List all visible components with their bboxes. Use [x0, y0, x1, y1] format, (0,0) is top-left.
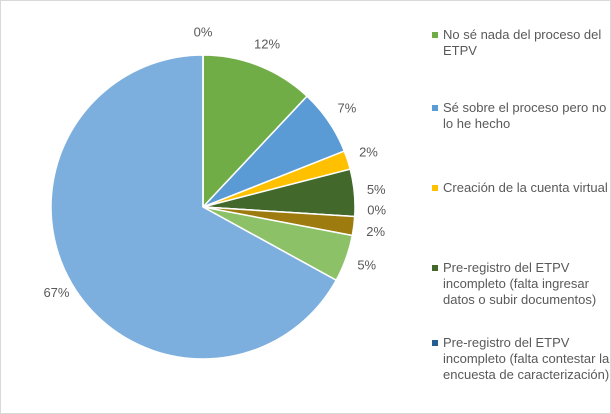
data-label: 12%: [254, 37, 280, 52]
legend-swatch: [432, 340, 438, 346]
legend-label: Sé sobre el proceso pero no lo he hecho: [443, 100, 607, 131]
legend-label: Pre-registro del ETPV incompleto (falta …: [443, 335, 610, 382]
legend-swatch: [432, 105, 438, 111]
legend-label: No sé nada del proceso del ETPV: [443, 27, 602, 58]
legend-entry: Creación de la cuenta virtual: [432, 180, 611, 196]
data-label: 5%: [367, 182, 386, 197]
data-label: 0%: [194, 24, 213, 39]
legend-entry: Pre-registro del ETPV incompleto (falta …: [432, 335, 611, 383]
legend-swatch: [432, 32, 438, 38]
legend-swatch: [432, 185, 438, 191]
data-label: 67%: [43, 285, 69, 300]
legend-entry: No sé nada del proceso del ETPV: [432, 27, 611, 59]
pie-slice: [50, 54, 338, 360]
legend-label: Pre-registro del ETPV incompleto (falta …: [443, 260, 597, 307]
data-label: 0%: [367, 202, 386, 217]
data-label: 2%: [359, 145, 378, 160]
data-label: 5%: [357, 257, 376, 272]
legend-swatch: [432, 265, 438, 271]
data-label: 7%: [338, 101, 357, 116]
legend-entry: Sé sobre el proceso pero no lo he hecho: [432, 100, 611, 132]
data-label: 2%: [366, 224, 385, 239]
legend-entry: Pre-registro del ETPV incompleto (falta …: [432, 260, 611, 308]
pie-slice: [202, 54, 309, 209]
legend-label: Creación de la cuenta virtual: [443, 180, 608, 195]
